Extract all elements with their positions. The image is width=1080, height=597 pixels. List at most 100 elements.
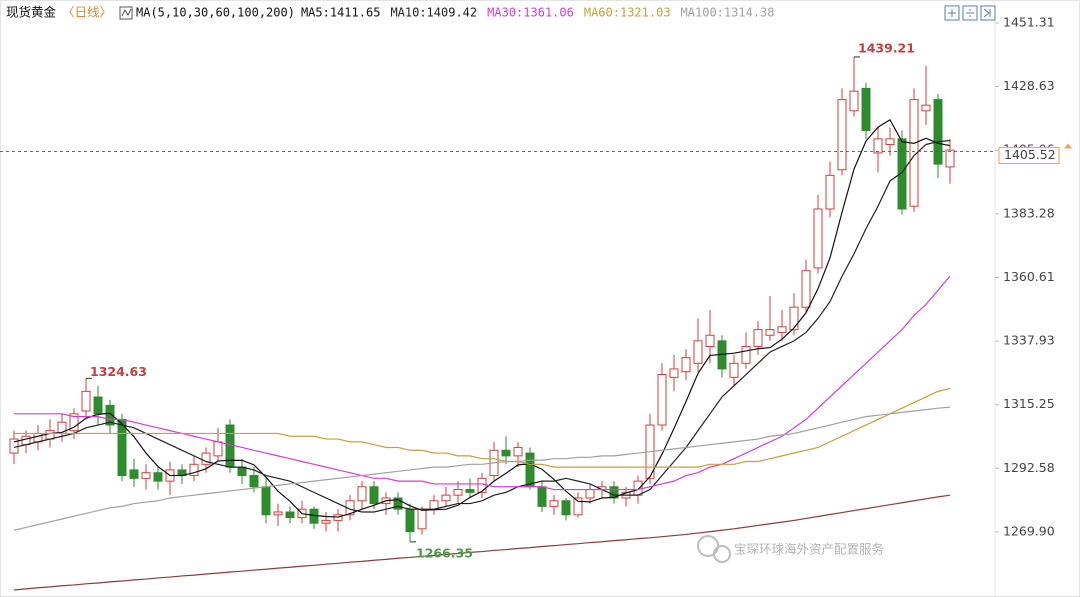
candle-body xyxy=(357,486,367,502)
annotation: 1266.35 xyxy=(416,545,473,560)
candle-body xyxy=(465,489,475,493)
last-glyph xyxy=(983,8,991,18)
title: 现货黄金 xyxy=(6,5,57,20)
annotation: 1439.21 xyxy=(858,40,915,55)
ma-icon[interactable] xyxy=(119,6,133,20)
candle-body xyxy=(813,208,823,269)
candle-body xyxy=(441,494,451,502)
candle-body xyxy=(741,345,751,364)
candle-body xyxy=(393,497,403,510)
candle-body xyxy=(273,511,283,516)
legend-entry: MA100:1314.38 xyxy=(681,6,775,20)
last-button[interactable] xyxy=(980,5,996,21)
candle-body xyxy=(669,368,679,378)
y-tick-label: 1269.90 xyxy=(1003,523,1055,538)
legend-entry: MA60:1321.03 xyxy=(584,6,671,20)
legend-entry: MA30:1361.06 xyxy=(487,6,574,20)
candle-body xyxy=(153,472,163,482)
candle-body xyxy=(93,396,103,415)
annotation: 1324.63 xyxy=(90,364,147,379)
candle-body xyxy=(69,413,79,432)
candle-body xyxy=(765,329,775,336)
candle-body xyxy=(285,511,295,519)
watermark-icon xyxy=(713,545,731,563)
watermark-text: 宝琛环球海外资产配置服务 xyxy=(734,542,884,557)
period: 〈日线〉 xyxy=(62,5,112,20)
candle-body xyxy=(849,90,859,112)
candle-body xyxy=(549,500,559,507)
candle-body xyxy=(561,500,571,516)
ma-params: MA(5,10,30,60,100,200) xyxy=(136,6,295,20)
candle-body xyxy=(453,489,463,496)
ma-icon-glyph xyxy=(121,8,132,17)
ma-line xyxy=(13,139,951,513)
y-tick-label: 1451.31 xyxy=(1003,14,1055,29)
candle-body xyxy=(789,306,799,331)
y-tick-label: 1315.25 xyxy=(1003,396,1055,411)
ma-lines xyxy=(13,118,951,591)
candle-body xyxy=(885,138,895,145)
header: 现货黄金 〈日线〉 MA(5,10,30,60,100,200) xyxy=(6,5,295,20)
candle-body xyxy=(693,340,703,364)
legend-entry: MA5:1411.65 xyxy=(301,6,380,20)
candle-body xyxy=(141,472,151,479)
candle-body xyxy=(933,99,943,165)
candle-body xyxy=(213,441,223,457)
candle-body xyxy=(573,497,583,516)
ma-line xyxy=(13,494,951,591)
candle-body xyxy=(729,362,739,378)
toolbar xyxy=(944,5,996,21)
candle-body xyxy=(909,99,919,207)
ma-line xyxy=(14,387,951,468)
candle-body xyxy=(837,99,847,171)
ma-line xyxy=(13,118,951,518)
candle-body xyxy=(321,519,331,524)
candle-body xyxy=(585,489,595,499)
y-tick-label: 1383.28 xyxy=(1003,205,1055,220)
last-price-label: 1405.52 xyxy=(1004,147,1056,162)
candle-body xyxy=(369,486,379,505)
candle-body xyxy=(705,334,715,347)
candle-body xyxy=(525,452,535,488)
candle-body xyxy=(633,480,643,496)
candle-body xyxy=(945,149,955,168)
candle-body xyxy=(861,87,871,131)
ma-line xyxy=(13,406,951,531)
candle-body xyxy=(189,463,199,477)
candle-body xyxy=(777,326,787,333)
candle-body xyxy=(537,486,547,507)
candle-body xyxy=(117,418,127,477)
y-tick-label: 1428.63 xyxy=(1003,78,1055,93)
candle-body xyxy=(477,477,487,493)
candle-body xyxy=(81,390,91,412)
candle-body xyxy=(873,138,883,154)
watermark: 宝琛环球海外资产配置服务 xyxy=(697,535,884,563)
candle-body xyxy=(681,357,691,373)
zoom-out-glyph xyxy=(966,9,974,17)
last-price-arrow xyxy=(1064,143,1072,149)
candle-body xyxy=(753,329,763,347)
candle-body xyxy=(897,138,907,210)
candle-body xyxy=(405,508,415,533)
last-price-box xyxy=(998,146,1060,164)
candle-body xyxy=(201,452,211,465)
candle-body xyxy=(105,404,115,426)
legend-entry: MA10:1409.42 xyxy=(390,6,477,20)
candle-body xyxy=(825,174,835,210)
candle-body xyxy=(261,486,271,516)
y-tick-label: 1337.93 xyxy=(1003,333,1055,348)
candle-body xyxy=(129,469,139,479)
candle-body xyxy=(513,446,523,457)
candle-body xyxy=(921,104,931,112)
candle-body xyxy=(417,508,427,530)
ma-line xyxy=(14,275,951,491)
y-tick-label: 1360.61 xyxy=(1003,269,1055,284)
candle-body xyxy=(657,374,667,426)
candle-body xyxy=(801,270,811,308)
candle-body xyxy=(249,475,259,488)
candle-body xyxy=(501,449,511,457)
zoom-in-glyph xyxy=(948,9,956,17)
y-tick-label: 1292.58 xyxy=(1003,460,1055,475)
